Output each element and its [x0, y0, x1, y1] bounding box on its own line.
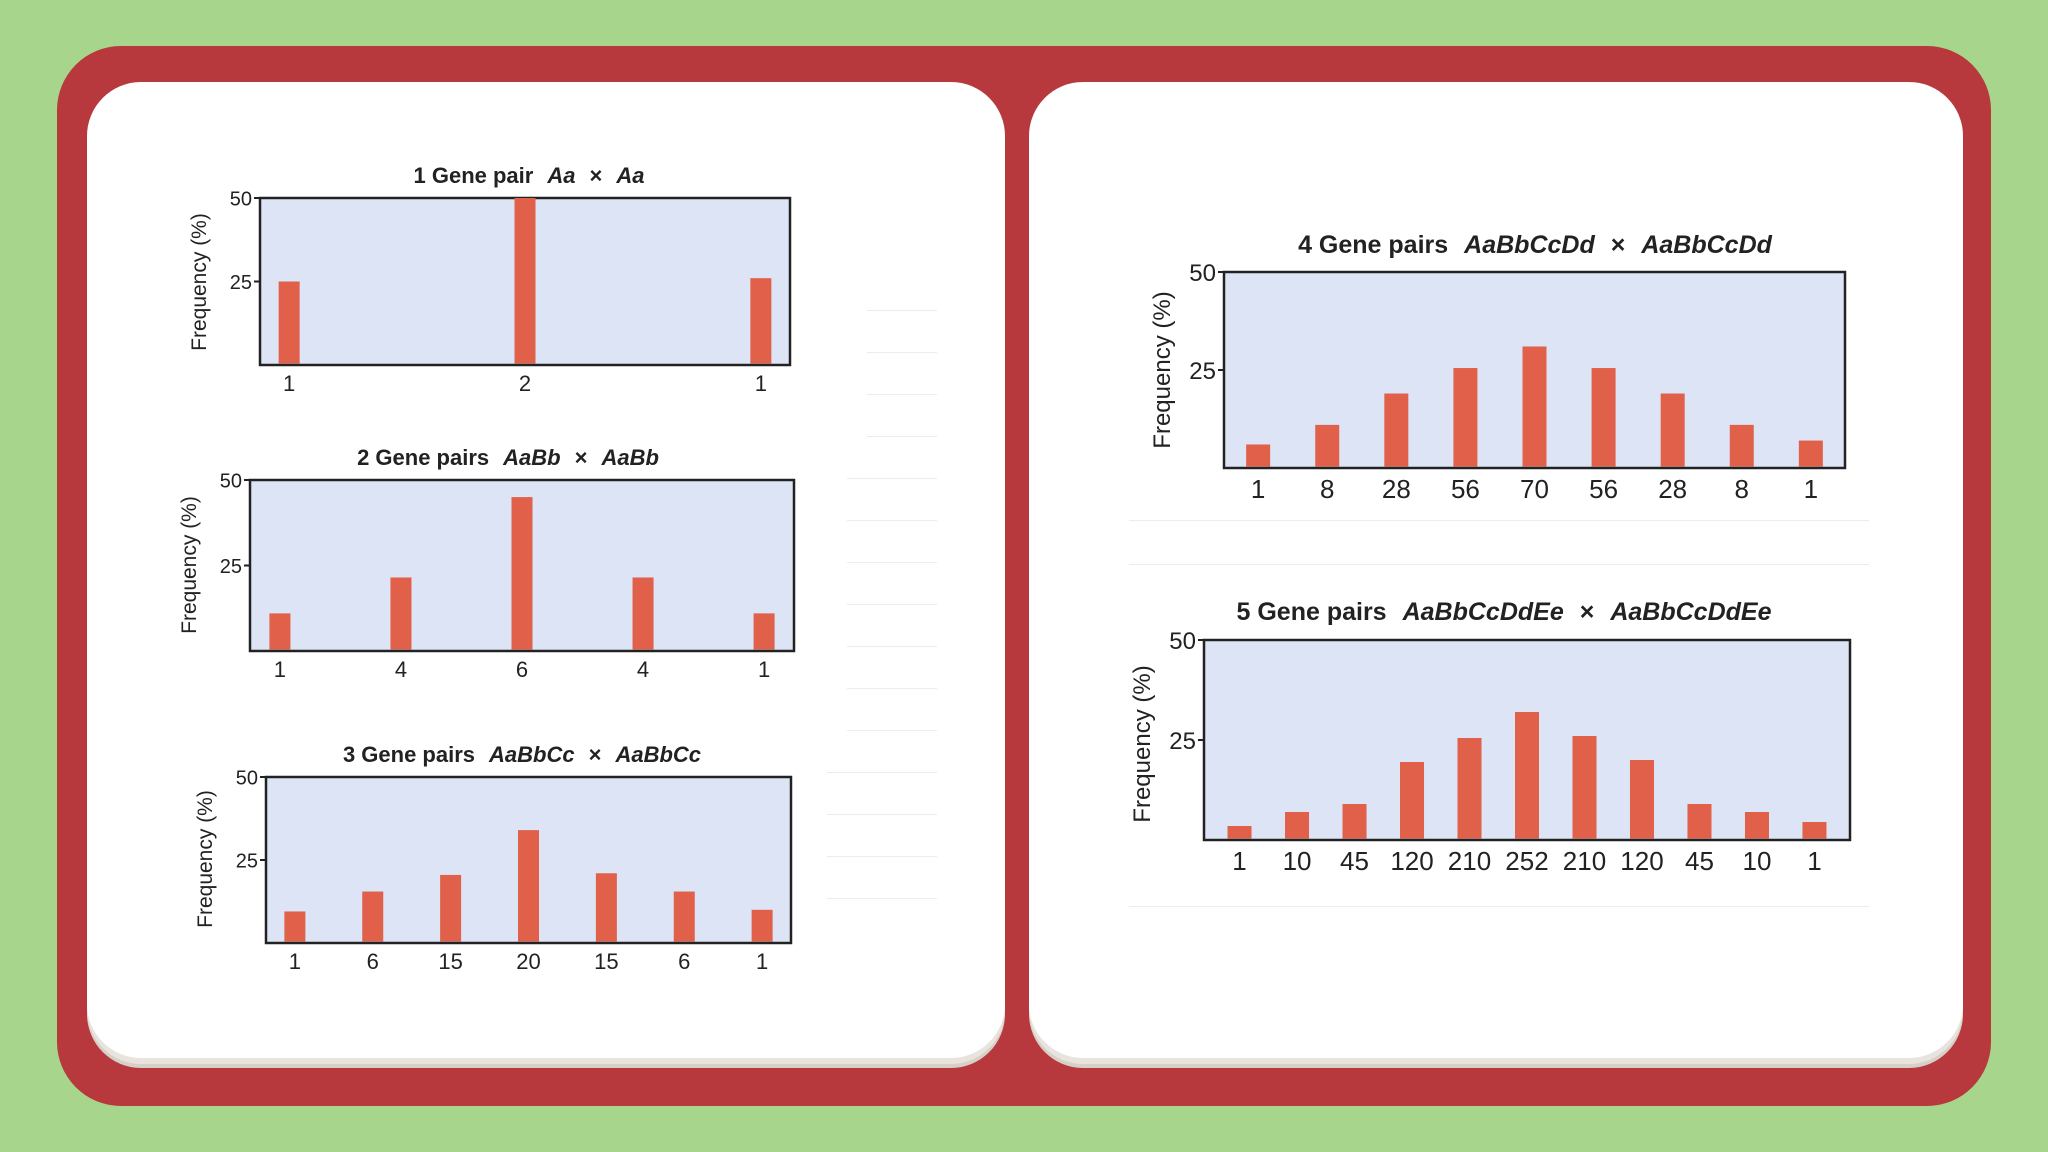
x-tick-label: 4	[395, 657, 407, 682]
chart-title: 2 Gene pairs AaBb × AaBb	[357, 445, 659, 470]
chart-4-gene-pairs: 4 Gene pairs AaBbCcDd × AaBbCcDd Frequency …	[1149, 231, 1847, 504]
x-tick-label: 15	[594, 949, 618, 974]
bar	[750, 278, 772, 364]
x-tick-label: 15	[438, 949, 462, 974]
bar	[673, 891, 695, 942]
x-tick-label: 1	[755, 371, 767, 396]
bar	[284, 911, 306, 942]
y-tick-label: 25	[236, 851, 258, 873]
y-tick-label: 25	[1169, 728, 1196, 755]
chart-5-gene-pairs: 5 Gene pairs AaBbCcDdEe × AaBbCcDdEe Freque…	[1129, 598, 1852, 876]
x-tick-label: 1	[289, 949, 301, 974]
book-frame	[57, 46, 1991, 1106]
x-tick-label: 45	[1340, 846, 1369, 876]
x-tick-label: 6	[516, 657, 528, 682]
x-tick-label: 210	[1563, 846, 1606, 876]
chart-title: 3 Gene pairs AaBbCc × AaBbCc	[343, 742, 701, 767]
bar	[1400, 762, 1425, 839]
bar	[362, 891, 384, 942]
x-tick-label: 120	[1390, 846, 1433, 876]
y-axis-label: Frequency (%)	[178, 496, 201, 634]
x-tick-label: 1	[1232, 846, 1246, 876]
x-tick-label: 8	[1735, 474, 1749, 504]
bar	[1315, 424, 1340, 467]
y-tick-label: 25	[220, 556, 242, 578]
x-tick-label: 45	[1685, 846, 1714, 876]
x-tick-label: 120	[1620, 846, 1663, 876]
bar	[751, 909, 773, 942]
bar	[1515, 712, 1539, 839]
x-tick-label: 2	[519, 371, 531, 396]
x-tick-label: 6	[678, 949, 690, 974]
x-tick-label: 252	[1505, 846, 1548, 876]
x-tick-label: 6	[367, 949, 379, 974]
bar	[1285, 812, 1310, 839]
bar	[390, 577, 412, 650]
x-tick-label: 56	[1589, 474, 1618, 504]
y-axis-label: Frequency (%)	[1149, 291, 1176, 448]
bar	[269, 613, 291, 650]
bar	[753, 613, 775, 650]
x-tick-label: 8	[1320, 474, 1334, 504]
bar	[595, 873, 617, 942]
bar	[1660, 393, 1685, 467]
x-tick-label: 1	[756, 949, 768, 974]
x-tick-label: 28	[1382, 474, 1411, 504]
bar	[1457, 738, 1482, 839]
y-tick-label: 50	[220, 471, 242, 493]
bar	[511, 497, 533, 650]
bar	[1687, 804, 1712, 839]
y-axis-label: Frequency (%)	[194, 790, 217, 928]
y-tick-label: 25	[230, 272, 252, 294]
bar	[518, 830, 539, 942]
y-tick-label: 50	[1169, 628, 1196, 655]
y-axis-label: Frequency (%)	[1129, 665, 1156, 822]
bar	[514, 198, 536, 364]
x-tick-label: 10	[1283, 846, 1312, 876]
bar	[1453, 368, 1478, 467]
x-tick-label: 20	[516, 949, 540, 974]
bar	[1342, 804, 1367, 839]
chart-title: 4 Gene pairs AaBbCcDd × AaBbCcDd	[1298, 231, 1773, 259]
bar	[1798, 440, 1823, 467]
x-tick-label: 1	[1804, 474, 1818, 504]
x-tick-label: 1	[1251, 474, 1265, 504]
x-tick-label: 1	[1807, 846, 1821, 876]
x-tick-label: 1	[283, 371, 295, 396]
bar	[1227, 826, 1252, 839]
x-tick-label: 10	[1743, 846, 1772, 876]
x-tick-label: 1	[758, 657, 770, 682]
bar	[1384, 393, 1409, 467]
x-tick-label: 1	[274, 657, 286, 682]
bar	[1802, 822, 1827, 839]
bar	[1246, 444, 1271, 467]
right-page	[1029, 82, 1963, 1058]
y-tick-label: 50	[1189, 260, 1216, 287]
bar	[1591, 368, 1616, 467]
bar	[632, 577, 654, 650]
x-tick-label: 28	[1658, 474, 1687, 504]
x-tick-label: 4	[637, 657, 649, 682]
bar	[1729, 424, 1754, 467]
bar	[1522, 346, 1547, 467]
x-tick-label: 70	[1520, 474, 1549, 504]
chart-2-gene-pairs: 2 Gene pairs AaBb × AaBb Frequency (%) 25 50…	[178, 445, 796, 682]
chart-1-gene-pair: 1 Gene pair Aa × Aa Frequency (%) 25 50 1 2 1	[188, 163, 792, 396]
bar	[278, 281, 300, 364]
y-tick-label: 50	[230, 189, 252, 211]
chart-title: 5 Gene pairs AaBbCcDdEe × AaBbCcDdEe	[1237, 598, 1772, 626]
bar	[1744, 812, 1769, 839]
chart-title: 1 Gene pair Aa × Aa	[414, 163, 645, 188]
x-tick-label: 56	[1451, 474, 1480, 504]
y-axis-label: Frequency (%)	[188, 213, 211, 351]
chart-3-gene-pairs: 3 Gene pairs AaBbCc × AaBbCc Frequency (%) …	[194, 742, 793, 974]
y-tick-label: 25	[1189, 358, 1216, 385]
bar	[1629, 760, 1654, 839]
x-tick-label: 210	[1448, 846, 1491, 876]
bar	[440, 874, 462, 942]
y-tick-label: 50	[236, 768, 258, 790]
bar	[1572, 736, 1597, 839]
